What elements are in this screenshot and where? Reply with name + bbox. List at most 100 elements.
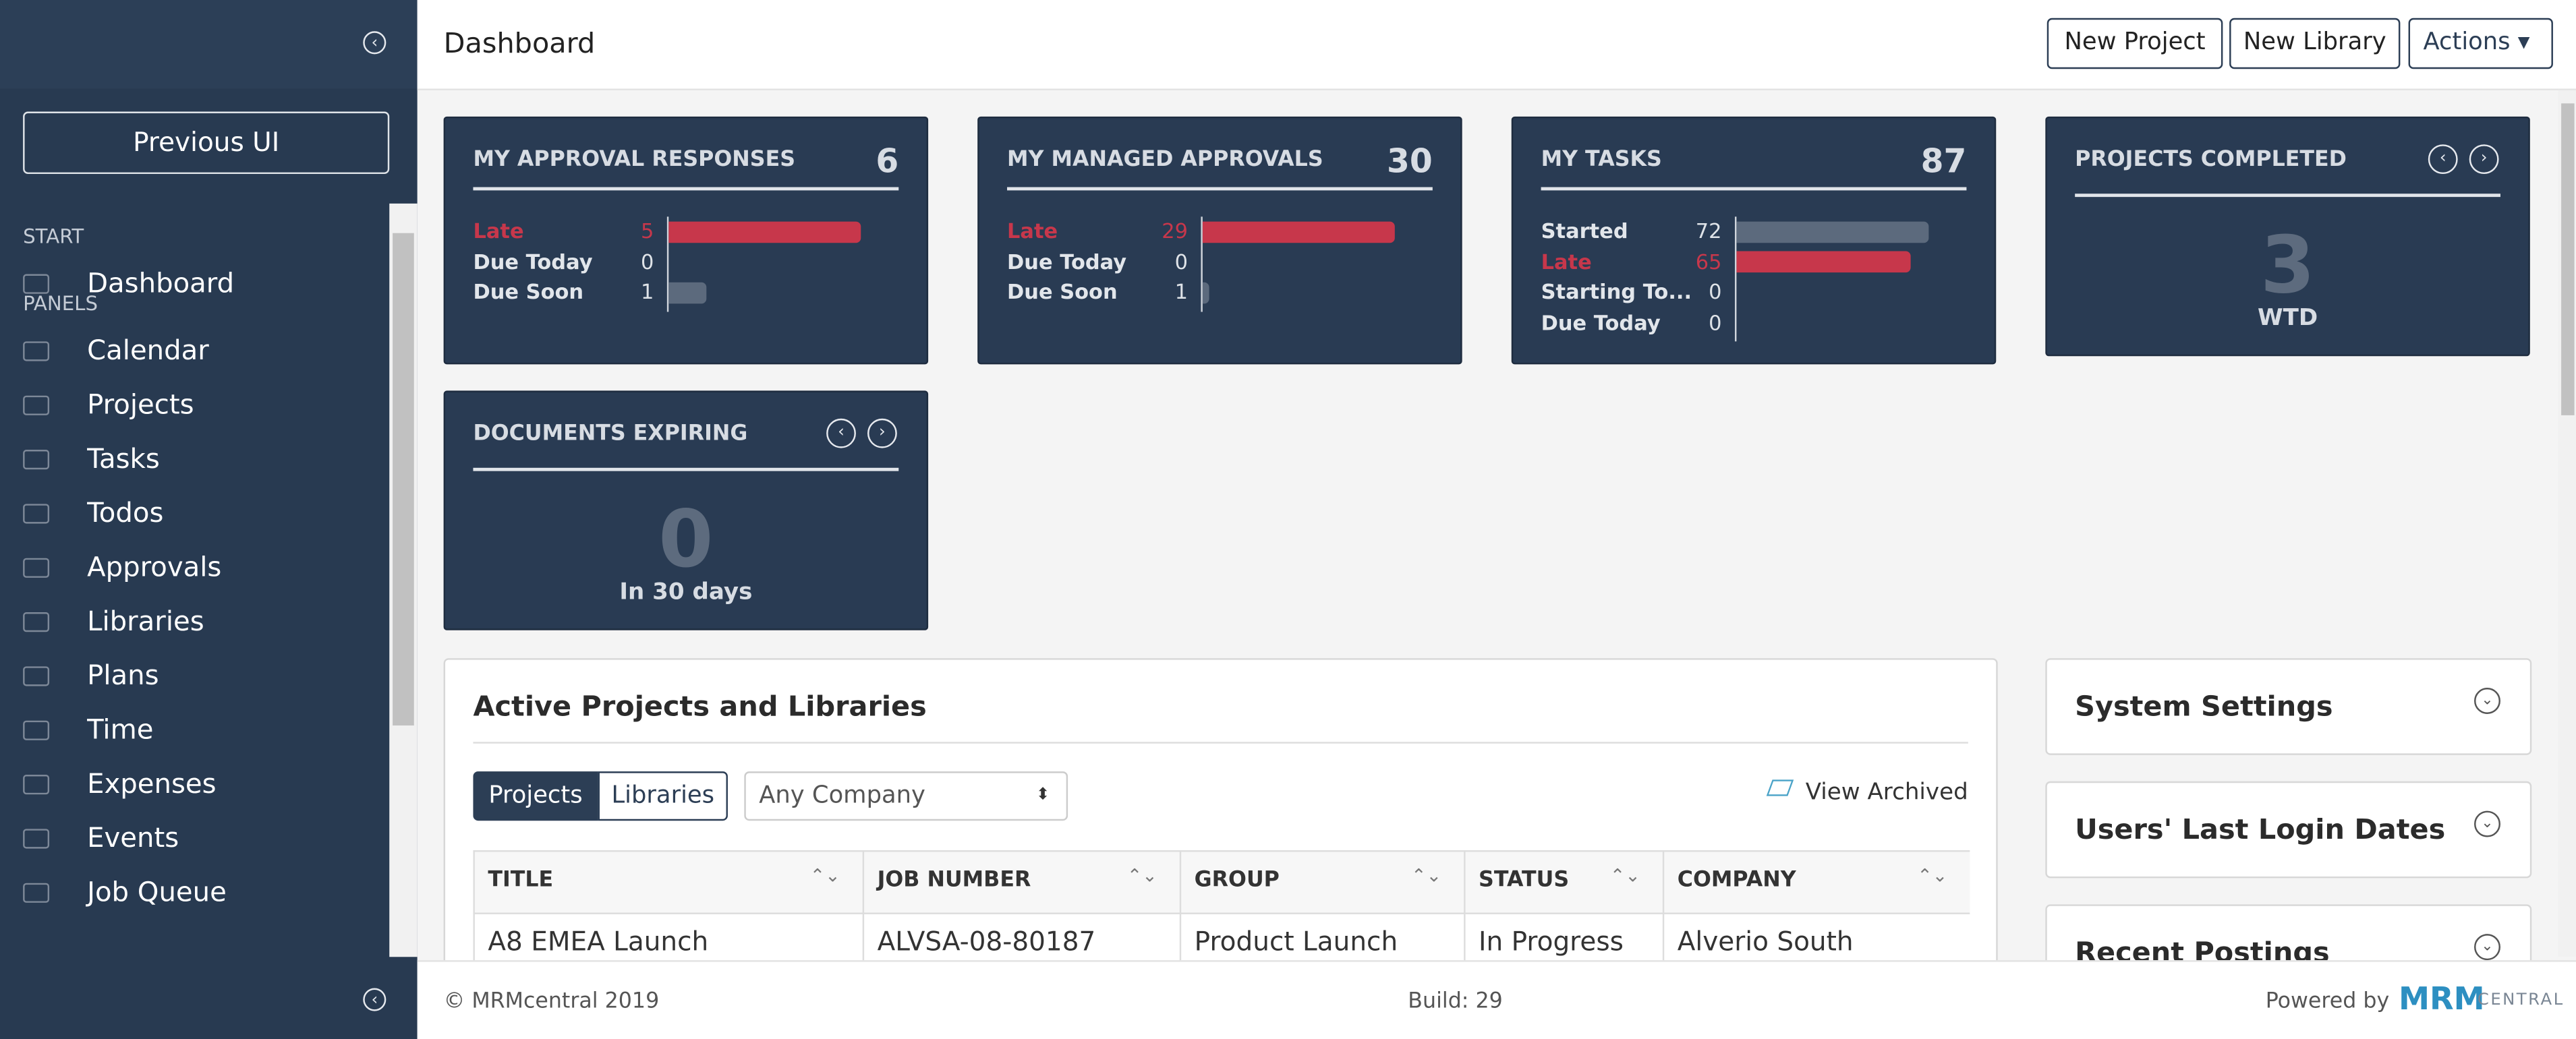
table-left-border — [473, 850, 475, 988]
card-divider — [473, 467, 899, 471]
bar — [668, 281, 708, 303]
menu-icon — [23, 829, 50, 849]
menu-icon — [23, 341, 50, 361]
prev-button[interactable]: ‹ — [826, 418, 856, 448]
collapsible-panel: Users' Last Login Dates ⌄ — [2045, 781, 2532, 879]
menu-icon — [23, 666, 50, 686]
sidebar-footer — [0, 960, 418, 1039]
menu-icon — [23, 504, 50, 524]
menu-icon — [23, 395, 50, 415]
tab[interactable]: Projects — [473, 771, 598, 821]
sort-arrows: ⌃⌄ — [1411, 864, 1442, 887]
menu-item[interactable]: Job Queue — [87, 876, 227, 908]
scroll-thumb — [2561, 103, 2575, 415]
row-label: Late — [1007, 218, 1058, 243]
stat-card: DOCUMENTS EXPIRING ‹ › 0 In 30 days — [443, 390, 929, 630]
collapsible-panel: System Settings ⌄ — [2045, 658, 2532, 755]
menu-icon — [23, 612, 50, 632]
sort-arrows: ⌃⌄ — [1126, 864, 1157, 887]
section-title: START — [23, 225, 84, 248]
row-label: Started — [1541, 218, 1628, 243]
row-value: 0 — [640, 248, 654, 274]
card-title: MY APPROVAL RESPONSES — [473, 148, 796, 173]
card-title: DOCUMENTS EXPIRING — [473, 421, 748, 447]
table-cell: Alverio South — [1677, 926, 1854, 957]
bar — [668, 220, 861, 243]
row-label: Due Today — [1007, 248, 1127, 274]
bar-axis — [1734, 216, 1738, 342]
panel-title[interactable]: System Settings — [2075, 690, 2333, 724]
stat-value: 0 — [658, 494, 714, 587]
header-button[interactable]: Actions ▾ — [2408, 18, 2553, 69]
row-label: Late — [473, 218, 524, 243]
row-value: 29 — [1162, 218, 1188, 243]
panel-title: Active Projects and Libraries — [473, 690, 927, 724]
row-label: Starting To... — [1541, 278, 1692, 304]
column-header[interactable]: COMPANY — [1677, 868, 1796, 893]
next-button[interactable]: › — [867, 418, 897, 448]
menu-item[interactable]: Calendar — [87, 334, 209, 366]
collapse-button[interactable]: ‹ — [363, 31, 387, 55]
menu-icon — [23, 883, 50, 903]
menu-item[interactable]: Projects — [87, 388, 194, 421]
summary-card: MY APPROVAL RESPONSES 6 Late 5 Due Today 0 Due… — [443, 116, 929, 365]
table-cell: In Progress — [1479, 926, 1624, 957]
menu-item[interactable]: Todos — [87, 497, 164, 529]
logo-suffix: CENTRAL — [2477, 991, 2565, 1010]
previous-ui-button[interactable]: Previous UI — [23, 111, 390, 175]
panel-title[interactable]: Users' Last Login Dates — [2075, 814, 2446, 848]
card-divider — [2075, 194, 2500, 196]
view-archived[interactable]: View Archived — [1805, 779, 1968, 806]
bar — [1202, 220, 1395, 243]
next-button[interactable]: › — [2469, 144, 2499, 175]
column-header[interactable]: STATUS — [1479, 868, 1570, 893]
row-value: 0 — [1709, 278, 1722, 304]
expand-icon[interactable]: ⌄ — [2474, 934, 2500, 961]
header: Dashboard New Project New Library Actions ▾ — [417, 0, 2576, 90]
expand-icon[interactable]: ⌄ — [2474, 688, 2500, 714]
menu-icon — [23, 274, 50, 294]
stat-value: 3 — [2260, 220, 2316, 312]
row-value: 72 — [1695, 218, 1722, 243]
row-label: Due Soon — [473, 278, 584, 304]
row-label: Due Soon — [1007, 278, 1118, 304]
sidebar-top — [0, 0, 418, 89]
menu-item[interactable]: Expenses — [87, 768, 217, 800]
menu-item[interactable]: Tasks — [87, 443, 160, 475]
prev-button[interactable]: ‹ — [2428, 144, 2458, 175]
bar-axis — [666, 216, 670, 311]
logo: MRM — [2398, 981, 2485, 1018]
menu-item[interactable]: Approvals — [87, 551, 222, 583]
menu-item[interactable]: Dashboard — [87, 267, 235, 299]
expand-button[interactable]: ‹ — [363, 988, 387, 1011]
header-button[interactable]: New Library — [2229, 18, 2401, 69]
sidebar-scrollbar — [389, 203, 418, 957]
summary-card: MY MANAGED APPROVALS 30 Late 29 Due Today 0 Du… — [977, 116, 1462, 365]
company-select[interactable]: Any Company ⬍ — [744, 771, 1068, 821]
menu-item[interactable]: Time — [87, 713, 154, 746]
divider — [473, 742, 1968, 744]
menu-item[interactable]: Libraries — [87, 605, 204, 637]
menu-icon — [23, 720, 50, 740]
card-total: 87 — [1920, 141, 1967, 181]
card-total: 30 — [1387, 141, 1433, 181]
column-header[interactable]: GROUP — [1194, 868, 1280, 893]
card-title: MY TASKS — [1541, 148, 1662, 173]
header-button[interactable]: New Project — [2047, 18, 2223, 69]
column-header[interactable]: JOB NUMBER — [877, 868, 1031, 893]
sort-arrows: ⌃⌄ — [1917, 864, 1948, 887]
menu-item[interactable]: Plans — [87, 659, 159, 691]
row-label: Due Today — [1541, 309, 1661, 334]
sort-arrows: ⌃⌄ — [1609, 864, 1640, 887]
column-header[interactable]: TITLE — [488, 868, 554, 893]
menu-icon — [23, 775, 50, 795]
row-label: Due Today — [473, 248, 593, 274]
tab[interactable]: Libraries — [598, 771, 728, 821]
menu: START Dashboard PANELS Calendar Projects Task… — [0, 197, 389, 957]
menu-item[interactable]: Events — [87, 822, 179, 854]
bar — [1736, 251, 1910, 273]
column-divider — [862, 850, 865, 988]
expand-icon[interactable]: ⌄ — [2474, 810, 2500, 837]
row-value: 5 — [640, 218, 654, 243]
copyright: © MRMcentral 2019 — [443, 989, 660, 1015]
